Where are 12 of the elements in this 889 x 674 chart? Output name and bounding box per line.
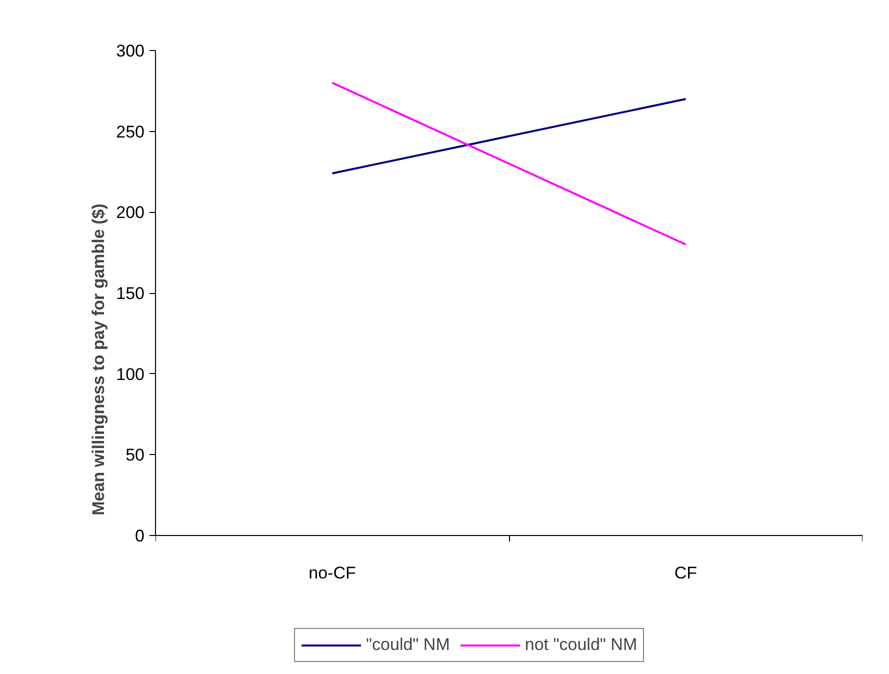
x-tick-label: no-CF [308, 564, 356, 582]
y-tick-label: 150 [116, 284, 145, 303]
x-tick-label: CF [674, 564, 698, 582]
y-tick-label: 300 [116, 42, 145, 60]
legend-label: not "could" NM [524, 635, 638, 655]
y-tick-label: 100 [116, 364, 145, 384]
y-axis-title: Mean willingness to pay for gamble ($) [89, 204, 108, 516]
y-tick-label: 250 [116, 122, 145, 142]
legend-label: "could" NM [366, 635, 450, 655]
y-tick-label: 0 [135, 526, 145, 546]
y-tick-label: 200 [116, 203, 145, 222]
y-tick-label: 50 [126, 446, 145, 465]
